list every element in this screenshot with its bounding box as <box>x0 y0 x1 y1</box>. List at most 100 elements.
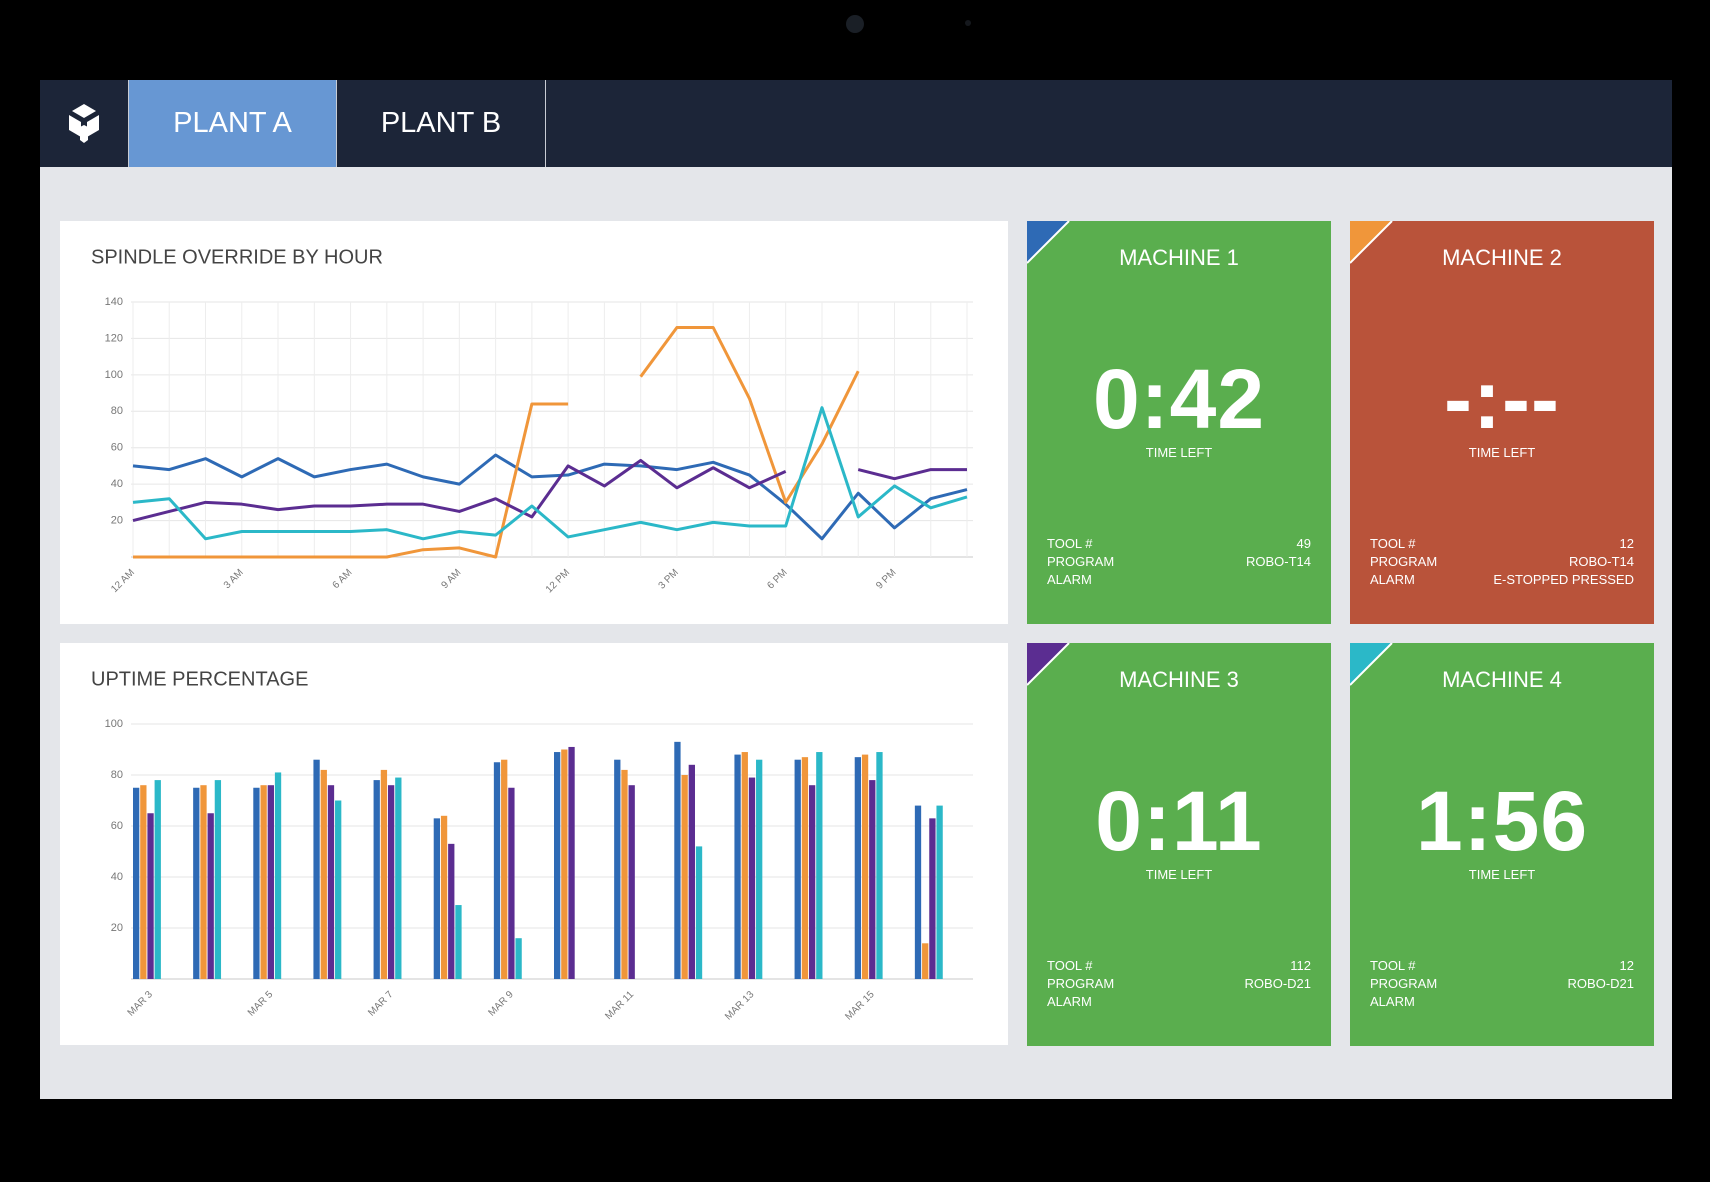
bar <box>515 938 522 979</box>
logo <box>69 104 99 143</box>
corner-edge <box>1027 221 1070 264</box>
y-tick-label: 80 <box>111 769 123 781</box>
bar <box>922 943 929 979</box>
machine-card: MACHINE 3 0:11 TIME LEFT TOOL # 112 PROGRAM RO… <box>1027 643 1331 1046</box>
bar <box>801 757 809 979</box>
bar <box>628 785 635 979</box>
field-value: ROBO-T14 <box>1568 554 1634 569</box>
machine-card: MACHINE 4 1:56 TIME LEFT TOOL # 12 PROGRAM ROB… <box>1350 643 1654 1046</box>
field-label: PROGRAM <box>1047 554 1115 569</box>
bar <box>854 757 862 979</box>
field-value: ROBO-D21 <box>1567 976 1634 991</box>
header: PLANT A PLANT B <box>40 80 1672 167</box>
bar <box>554 752 561 979</box>
bar <box>614 759 621 979</box>
y-tick-label: 120 <box>105 332 123 344</box>
bar <box>568 746 575 979</box>
field-label: PROGRAM <box>1370 554 1438 569</box>
bar <box>433 818 441 979</box>
x-tick-label: 3 PM <box>657 567 681 591</box>
x-tick-label: 6 AM <box>331 567 355 591</box>
bar <box>448 843 455 979</box>
field-value: 12 <box>1619 958 1634 973</box>
time-label: TIME LEFT <box>1145 867 1213 882</box>
bar <box>741 752 748 979</box>
sensor <box>965 20 971 26</box>
field-label: TOOL # <box>1370 536 1416 551</box>
bar <box>147 813 154 979</box>
bar <box>681 775 688 979</box>
y-tick-label: 40 <box>111 871 123 883</box>
machine-name: MACHINE 3 <box>1119 667 1239 692</box>
bar <box>140 785 147 979</box>
bar <box>876 752 883 979</box>
y-tick-label: 100 <box>105 369 123 381</box>
status-corner <box>1027 643 1070 686</box>
bar <box>501 759 508 979</box>
chart-title: UPTIME PERCENTAGE <box>91 668 308 690</box>
status-corner <box>1027 221 1070 264</box>
y-tick-label: 60 <box>111 442 123 454</box>
bar <box>869 780 876 979</box>
bar <box>133 787 140 979</box>
bar <box>207 813 214 979</box>
x-tick-label: 3 AM <box>222 567 246 591</box>
time-left: 0:42 <box>1092 352 1266 446</box>
bar <box>493 762 501 979</box>
machine-name: MACHINE 2 <box>1442 245 1562 270</box>
x-tick-label: MAR 11 <box>603 989 636 1022</box>
bar <box>621 769 628 979</box>
field-label: ALARM <box>1047 994 1092 1009</box>
machine-name: MACHINE 4 <box>1442 667 1562 692</box>
bar <box>380 769 388 979</box>
y-tick-label: 20 <box>111 922 123 934</box>
bar <box>816 752 823 979</box>
series-line <box>132 406 968 541</box>
time-label: TIME LEFT <box>1145 445 1213 460</box>
bar <box>748 777 756 979</box>
field-value: ROBO-T14 <box>1245 554 1311 569</box>
bar <box>154 780 161 979</box>
bar <box>455 905 462 979</box>
bar-chart: UPTIME PERCENTAGE 20 40 60 80 100 MAR 3 MAR 5 MA… <box>91 668 973 1023</box>
line-chart: SPINDLE OVERRIDE BY HOUR 20 40 60 80 100 120 14… <box>91 246 973 595</box>
bar <box>688 764 695 979</box>
field-label: ALARM <box>1370 994 1415 1009</box>
bar <box>373 780 380 979</box>
bar <box>808 785 816 979</box>
field-label: ALARM <box>1370 572 1415 587</box>
x-tick-label: 12 PM <box>544 567 572 595</box>
x-tick-label: MAR 9 <box>486 989 516 1019</box>
bar <box>395 777 402 979</box>
time-label: TIME LEFT <box>1468 445 1536 460</box>
x-tick-label: MAR 13 <box>723 989 757 1023</box>
bar <box>756 759 763 979</box>
bar <box>508 787 515 979</box>
status-corner <box>1350 643 1393 686</box>
tab[interactable]: PLANT A <box>128 80 337 167</box>
x-tick-label: 6 PM <box>765 567 789 591</box>
status-corner <box>1350 221 1393 264</box>
screen: PLANT A PLANT B SPINDLE OVERRIDE BY HOUR… <box>40 80 1672 1099</box>
field-label: TOOL # <box>1370 958 1416 973</box>
machine-card: MACHINE 2 -:-- TIME LEFT TOOL # 12 PROGRAM ROB… <box>1350 221 1654 624</box>
field-label: ALARM <box>1047 572 1092 587</box>
time-left: 1:56 <box>1415 774 1589 868</box>
bar <box>440 815 448 979</box>
corner-edge <box>1350 643 1393 686</box>
bar <box>327 785 335 979</box>
chart-panel: UPTIME PERCENTAGE 20 40 60 80 100 MAR 3 MAR 5 MA… <box>60 643 1008 1045</box>
x-tick-label: MAR 5 <box>246 989 276 1019</box>
x-tick-label: 12 AM <box>109 567 137 595</box>
bar <box>193 787 200 979</box>
time-label: TIME LEFT <box>1468 867 1536 882</box>
tab[interactable]: PLANT B <box>337 80 546 167</box>
field-value: 12 <box>1619 536 1634 551</box>
machine-name: MACHINE 1 <box>1119 245 1239 270</box>
machine-card: MACHINE 1 0:42 TIME LEFT TOOL # 49 PROGRAM ROB… <box>1027 221 1331 624</box>
bezel <box>846 15 971 33</box>
bar <box>914 805 922 979</box>
bar <box>320 769 327 979</box>
field-value: E-STOPPED PRESSED <box>1493 572 1634 587</box>
